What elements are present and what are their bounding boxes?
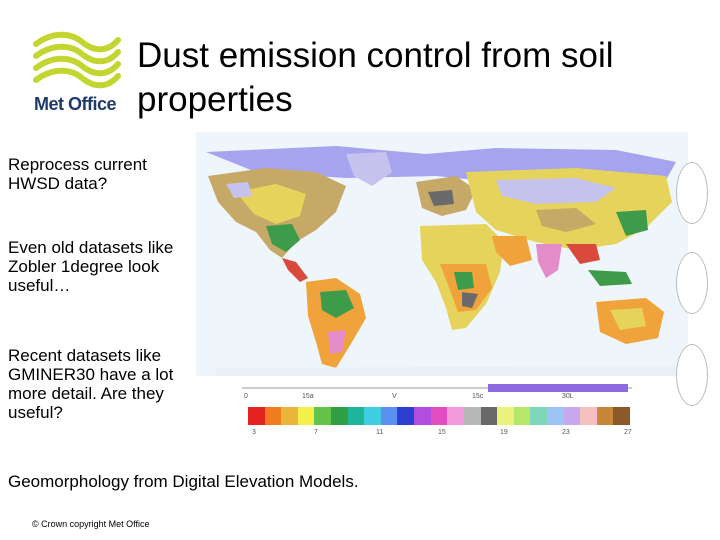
bullet-geomorphology: Geomorphology from Digital Elevation Mod… (8, 472, 359, 491)
globe-inset-1 (676, 162, 708, 224)
legend-tick-label: 27 (624, 429, 632, 436)
bullet-hwsd: Reprocess current HWSD data? (8, 155, 147, 193)
bullet-zobler: Even old datasets like Zobler 1degree lo… (8, 238, 174, 295)
legend-tick-label: 3 (252, 429, 256, 436)
axis-label-2: V (392, 393, 397, 400)
legend-swatch (580, 407, 597, 425)
legend-swatch (397, 407, 415, 425)
legend-tick-label: 23 (562, 429, 570, 436)
legend-swatch (613, 407, 631, 425)
legend-swatch (414, 407, 431, 425)
legend-swatch (447, 407, 464, 425)
slide-title: Dust emission control from soil properti… (137, 36, 614, 119)
legend-swatch (546, 407, 564, 425)
legend-swatch (264, 407, 282, 425)
met-office-logo (30, 30, 122, 120)
legend-swatch (530, 407, 547, 425)
legend-tick-label: 15 (438, 429, 446, 436)
axis-label-0: 0 (244, 393, 248, 400)
legend-color-bar (248, 407, 631, 425)
legend-tick-label: 19 (500, 429, 508, 436)
legend-swatch (480, 407, 498, 425)
axis-label-4: 30L (562, 393, 574, 400)
legend-tick-label: 7 (314, 429, 318, 436)
legend-tick-label: 11 (376, 429, 384, 436)
legend-swatch (463, 407, 481, 425)
globe-inset-3 (676, 344, 708, 406)
legend-swatch (364, 407, 381, 425)
legend-swatch (513, 407, 531, 425)
axis-label-3: 15c (472, 393, 484, 400)
legend-swatch (380, 407, 398, 425)
legend-swatch (314, 407, 332, 425)
soil-map-figure: 0 15a V 15c 30L 3 7 11 15 19 23 27 (196, 132, 708, 436)
legend-swatch (430, 407, 448, 425)
legend-swatch (596, 407, 614, 425)
met-office-waves-icon (33, 31, 121, 89)
axis-label-1: 15a (302, 393, 314, 400)
legend-swatch (281, 407, 298, 425)
legend-swatch (563, 407, 581, 425)
legend-swatch (248, 407, 265, 425)
legend-swatch (347, 407, 365, 425)
met-office-wordmark: Met Office (34, 94, 117, 114)
globe-inset-2 (676, 252, 708, 314)
legend-swatch (331, 407, 348, 425)
legend-swatch (497, 407, 514, 425)
world-soil-map (206, 146, 676, 376)
legend-swatch (297, 407, 315, 425)
bullet-gminer30: Recent datasets like GMINER30 have a lot… (8, 346, 174, 422)
legend-axis: 0 15a V 15c 30L (242, 384, 632, 400)
footer-copyright: © Crown copyright Met Office (32, 519, 150, 529)
